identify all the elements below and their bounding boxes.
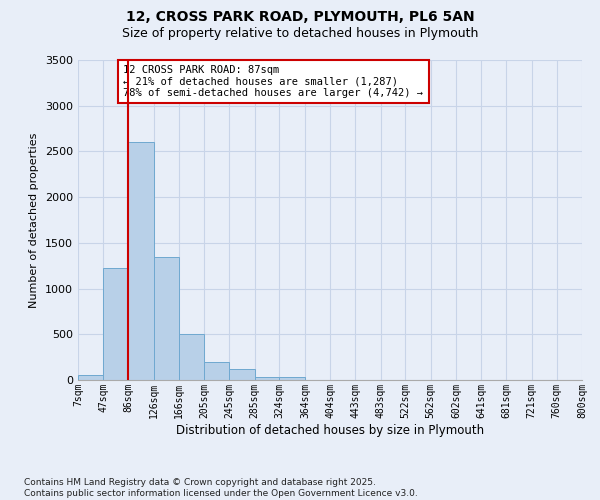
Text: 12 CROSS PARK ROAD: 87sqm
← 21% of detached houses are smaller (1,287)
78% of se: 12 CROSS PARK ROAD: 87sqm ← 21% of detac… xyxy=(124,65,424,98)
Y-axis label: Number of detached properties: Number of detached properties xyxy=(29,132,40,308)
Bar xyxy=(78,375,103,380)
Bar xyxy=(103,268,128,380)
Bar xyxy=(280,378,305,380)
Bar xyxy=(254,378,280,380)
Bar xyxy=(229,369,254,380)
Text: Size of property relative to detached houses in Plymouth: Size of property relative to detached ho… xyxy=(122,28,478,40)
Bar xyxy=(128,142,154,380)
Text: Contains HM Land Registry data © Crown copyright and database right 2025.
Contai: Contains HM Land Registry data © Crown c… xyxy=(24,478,418,498)
X-axis label: Distribution of detached houses by size in Plymouth: Distribution of detached houses by size … xyxy=(176,424,484,436)
Bar xyxy=(179,334,204,380)
Bar xyxy=(204,362,229,380)
Bar xyxy=(154,256,179,380)
Text: 12, CROSS PARK ROAD, PLYMOUTH, PL6 5AN: 12, CROSS PARK ROAD, PLYMOUTH, PL6 5AN xyxy=(125,10,475,24)
